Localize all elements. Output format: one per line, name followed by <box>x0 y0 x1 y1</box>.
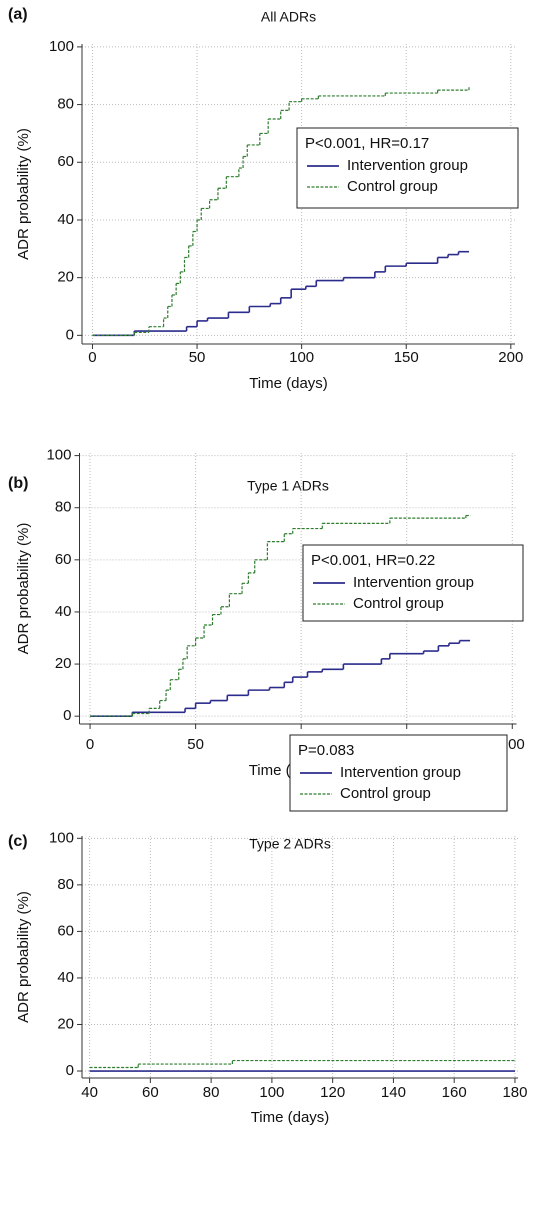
x-tick-label: 100 <box>289 349 314 366</box>
x-tick-label: 120 <box>320 1084 345 1101</box>
x-tick-label: 150 <box>394 349 419 366</box>
annotation: P=0.083 <box>298 742 354 759</box>
legend-label: Control group <box>353 595 444 612</box>
x-tick-label: 50 <box>189 349 206 366</box>
x-tick-label: 200 <box>498 349 523 366</box>
y-tick-label: 20 <box>55 655 72 672</box>
legend-box <box>296 127 519 209</box>
legend-label: Control group <box>340 785 431 802</box>
chart-title: Type 1 ADRs <box>247 478 329 494</box>
x-tick-label: 180 <box>502 1084 527 1101</box>
x-tick-label: 0 <box>86 736 94 753</box>
legend-label: Control group <box>347 178 438 195</box>
y-axis-label: ADR probability (%) <box>15 523 32 655</box>
y-tick-label: 40 <box>57 969 74 986</box>
y-axis-label: ADR probability (%) <box>15 891 32 1023</box>
chart-title: All ADRs <box>261 9 316 25</box>
x-tick-label: 50 <box>187 736 204 753</box>
x-tick-label: 140 <box>381 1084 406 1101</box>
y-tick-label: 0 <box>66 1062 74 1079</box>
y-tick-label: 80 <box>55 499 72 516</box>
panel-label: (c) <box>8 833 28 850</box>
y-tick-label: 0 <box>66 326 74 343</box>
y-tick-label: 100 <box>49 38 74 55</box>
x-tick-label: 40 <box>81 1084 98 1101</box>
y-axis-label: ADR probability (%) <box>15 128 32 260</box>
y-tick-label: 40 <box>55 603 72 620</box>
annotation: P<0.001, HR=0.17 <box>305 135 429 152</box>
legend-label: Intervention group <box>340 764 461 781</box>
legend-label: Intervention group <box>347 157 468 174</box>
x-tick-label: 160 <box>442 1084 467 1101</box>
x-tick-label: 80 <box>203 1084 220 1101</box>
y-tick-label: 100 <box>49 829 74 846</box>
y-tick-label: 40 <box>57 211 74 228</box>
y-tick-label: 80 <box>57 96 74 113</box>
y-tick-label: 80 <box>57 876 74 893</box>
panel-label: (a) <box>8 6 28 23</box>
y-tick-label: 60 <box>55 551 72 568</box>
chart-title: Type 2 ADRs <box>249 836 331 852</box>
y-tick-label: 0 <box>63 707 71 724</box>
y-tick-label: 20 <box>57 269 74 286</box>
x-tick-label: 60 <box>142 1084 159 1101</box>
x-tick-label: 0 <box>88 349 96 366</box>
y-tick-label: 60 <box>57 922 74 939</box>
y-tick-label: 60 <box>57 153 74 170</box>
x-tick-label: 100 <box>259 1084 284 1101</box>
panel-label: (b) <box>8 475 28 492</box>
x-axis-label: Time (days) <box>251 1109 330 1126</box>
x-axis-label: Time (days) <box>249 375 328 392</box>
y-tick-label: 100 <box>46 447 71 464</box>
legend-label: Intervention group <box>353 574 474 591</box>
annotation: P<0.001, HR=0.22 <box>311 552 435 569</box>
y-tick-label: 20 <box>57 1015 74 1032</box>
